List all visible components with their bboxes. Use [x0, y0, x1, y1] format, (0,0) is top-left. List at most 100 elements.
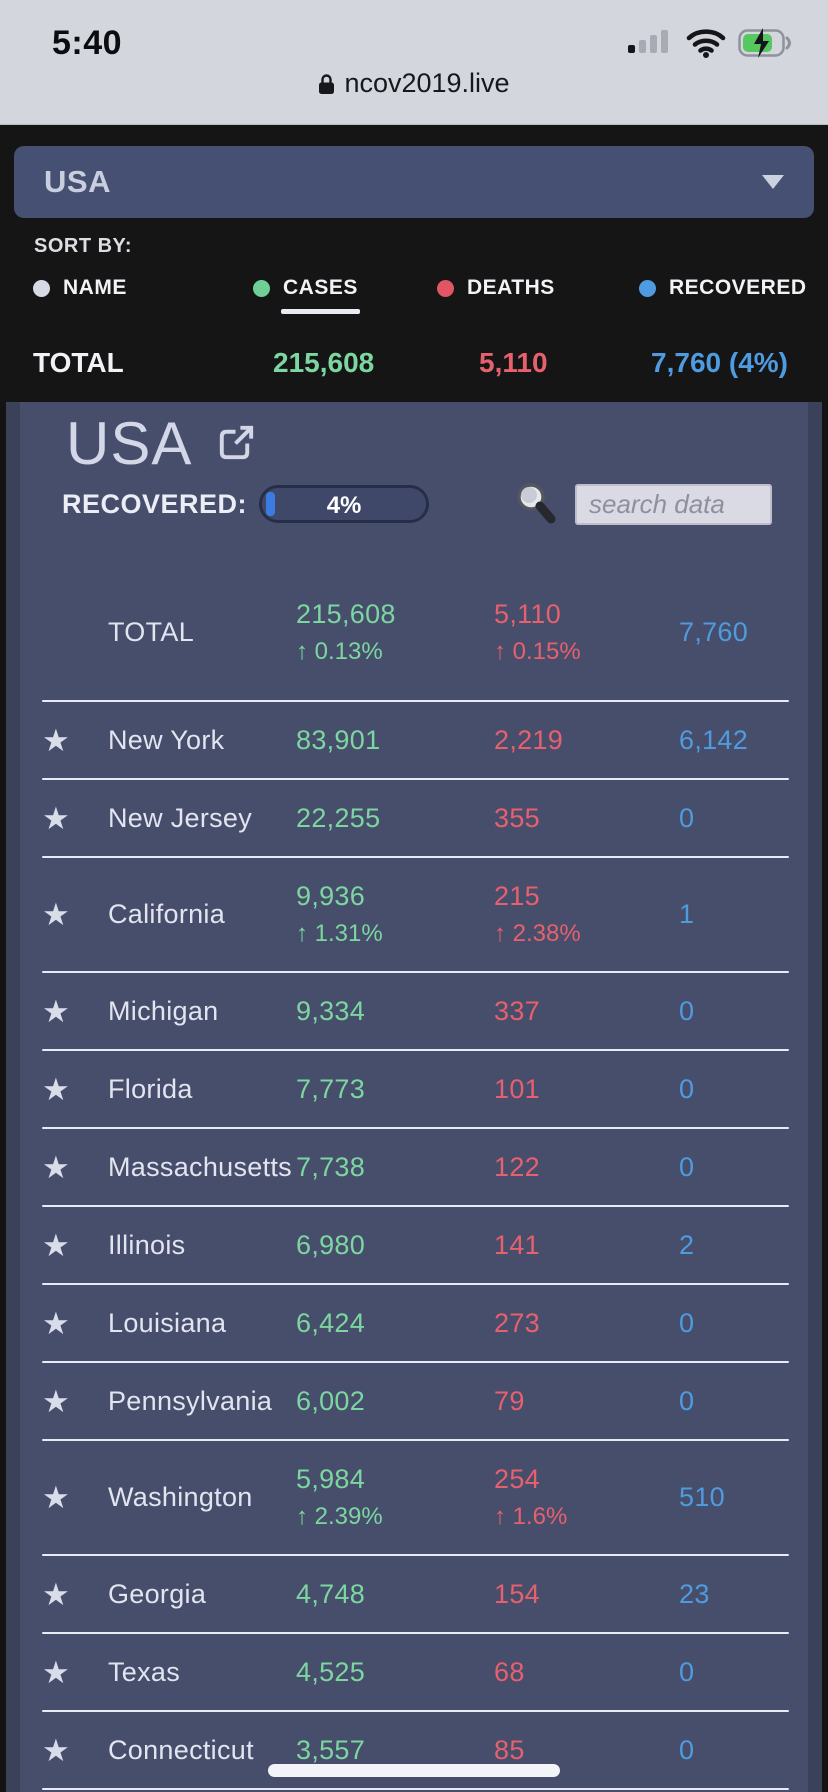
- favorite-star-icon[interactable]: ★: [42, 993, 70, 1029]
- color-dot-icon: [253, 279, 270, 297]
- recovered-cell: 510: [679, 1482, 769, 1513]
- deaths-value: 79: [494, 1385, 525, 1416]
- home-indicator[interactable]: [268, 1764, 560, 1777]
- favorite-star-icon[interactable]: ★: [42, 1305, 70, 1341]
- cases-value: 215,608: [296, 598, 396, 629]
- region-name: Connecticut: [108, 1734, 254, 1765]
- favorite-star-icon[interactable]: ★: [42, 1227, 70, 1263]
- favorite-star-icon[interactable]: ★: [42, 1149, 70, 1185]
- cases-value: 9,936: [296, 881, 366, 911]
- cases-value: 3,557: [296, 1734, 366, 1765]
- cases-value: 5,984: [296, 1464, 366, 1494]
- deaths-value: 101: [494, 1073, 540, 1104]
- cellular-signal-icon: [628, 30, 668, 53]
- sort-option[interactable]: DEATHS: [437, 276, 639, 300]
- region-name: California: [108, 899, 226, 929]
- sort-options-row: NAME CASES DEATHS RECOVERED: [0, 268, 828, 314]
- recovered-cell: 0: [679, 996, 769, 1027]
- row-divider: [42, 1205, 789, 1207]
- table-row: ★ New York 83,901 2,219 6,142: [20, 702, 808, 778]
- lock-icon: [319, 73, 335, 94]
- recovered-value: 7,760: [679, 616, 749, 647]
- deaths-value: 85: [494, 1734, 525, 1765]
- deaths-cell: 141: [494, 1230, 679, 1261]
- cases-cell: 215,608 ↑ 0.13%: [296, 599, 494, 666]
- cases-cell: 4,748: [296, 1579, 494, 1610]
- table-row: ★ New Jersey 22,255 355 0: [20, 780, 808, 856]
- region-name: TOTAL: [108, 616, 195, 647]
- cases-value: 6,980: [296, 1229, 366, 1260]
- cases-value: 6,002: [296, 1385, 366, 1416]
- recovered-value: 0: [679, 1073, 695, 1104]
- sort-option-label: CASES: [281, 276, 360, 314]
- favorite-cell: ★: [42, 1230, 108, 1261]
- cases-value: 6,424: [296, 1307, 366, 1338]
- favorite-cell: ★: [42, 1735, 108, 1766]
- favorite-star-icon[interactable]: ★: [42, 1732, 70, 1768]
- row-divider: [42, 700, 789, 702]
- favorite-star-icon[interactable]: ★: [42, 1480, 70, 1515]
- country-selector[interactable]: USA: [14, 146, 814, 218]
- cases-value: 9,334: [296, 995, 366, 1026]
- recovered-value: 0: [679, 995, 695, 1026]
- favorite-star-icon[interactable]: ★: [42, 722, 70, 758]
- recovered-cell: 2: [679, 1230, 769, 1261]
- deaths-cell: 101: [494, 1074, 679, 1105]
- deaths-value: 68: [494, 1656, 525, 1687]
- favorite-star-icon[interactable]: ★: [42, 1383, 70, 1419]
- recovered-value: 0: [679, 1385, 695, 1416]
- recovered-cell: 0: [679, 1657, 769, 1688]
- favorite-star-icon[interactable]: ★: [42, 1071, 70, 1107]
- cases-cell: 9,936 ↑ 1.31%: [296, 881, 494, 948]
- deaths-value: 355: [494, 802, 540, 833]
- favorite-star-icon[interactable]: ★: [42, 1576, 70, 1612]
- favorite-cell: ★: [42, 996, 108, 1027]
- external-link-icon[interactable]: [212, 420, 259, 467]
- cases-cell: 83,901: [296, 725, 494, 756]
- favorite-cell: ★: [42, 1579, 108, 1610]
- favorite-cell: ★: [42, 1152, 108, 1183]
- deaths-value: 5,110: [494, 598, 562, 629]
- country-selector-value: USA: [44, 164, 111, 199]
- recovered-cell: 23: [679, 1579, 769, 1610]
- page-title: USA: [66, 409, 193, 477]
- deaths-value: 215: [494, 881, 540, 911]
- color-dot-icon: [437, 279, 454, 297]
- deaths-cell: 337: [494, 996, 679, 1027]
- country-panel: USA RECOVERED: 4% ★ TOTAL: [6, 402, 822, 1792]
- sort-option[interactable]: NAME: [33, 276, 253, 300]
- recovered-value: 6,142: [679, 724, 749, 755]
- favorite-star-icon[interactable]: ★: [42, 897, 70, 932]
- deaths-cell: 355: [494, 803, 679, 834]
- cases-value: 7,738: [296, 1151, 366, 1182]
- favorite-cell: ★: [42, 1386, 108, 1417]
- cases-cell: 4,525: [296, 1657, 494, 1688]
- address-bar[interactable]: ncov2019.live: [0, 68, 828, 99]
- cases-cell: 9,334: [296, 996, 494, 1027]
- favorite-star-icon[interactable]: ★: [42, 800, 70, 836]
- recovered-cell: 0: [679, 1308, 769, 1339]
- region-name: Louisiana: [108, 1307, 227, 1338]
- cases-change-value: ↑ 2.39%: [296, 1503, 383, 1530]
- cases-cell: 22,255: [296, 803, 494, 834]
- region-name: New York: [108, 724, 225, 755]
- sort-option[interactable]: CASES: [253, 276, 437, 314]
- recovered-value: 23: [679, 1578, 710, 1609]
- row-divider: [42, 1361, 789, 1363]
- sort-option[interactable]: RECOVERED: [639, 276, 807, 300]
- progress-percent-label: 4%: [326, 492, 362, 519]
- favorite-cell: ★: [42, 1308, 108, 1339]
- cases-cell: 7,773: [296, 1074, 494, 1105]
- favorite-star-icon[interactable]: ★: [42, 1654, 70, 1690]
- row-divider: [42, 1439, 789, 1441]
- deaths-value: 254: [494, 1464, 540, 1494]
- search-input[interactable]: [575, 483, 772, 525]
- deaths-cell: 85: [494, 1735, 679, 1766]
- color-dot-icon: [33, 279, 50, 297]
- region-name: Massachusetts: [108, 1151, 292, 1182]
- recovered-cell: 6,142: [679, 725, 769, 756]
- deaths-cell: 79: [494, 1386, 679, 1417]
- battery-charging-icon: [738, 28, 791, 58]
- cases-value: 22,255: [296, 802, 381, 833]
